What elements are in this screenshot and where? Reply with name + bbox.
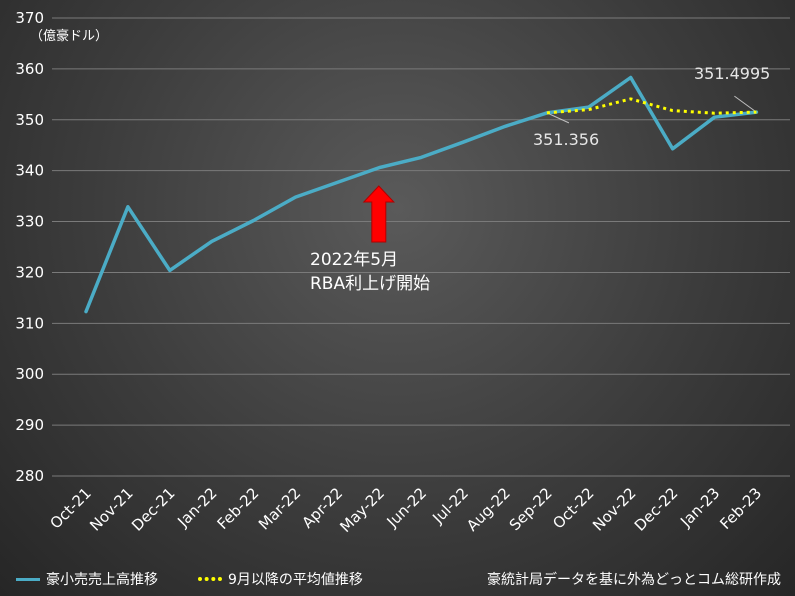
y-tick-label-360: 360 xyxy=(15,60,44,78)
series-line-2 xyxy=(546,97,757,115)
data-label-feb-23: 351.4995 xyxy=(694,64,771,83)
y-axis-unit-label: （億豪ドル） xyxy=(30,29,109,44)
x-tick-label-Dec-22: Dec-22 xyxy=(631,484,682,535)
x-tick-label-Sep-22: Sep-22 xyxy=(506,484,556,534)
x-axis-ticks: Oct-21Nov-21Dec-21Jan-22Feb-22Mar-22Apr-… xyxy=(46,484,765,536)
y-tick-label-340: 340 xyxy=(15,162,44,180)
event-arrow-layer xyxy=(362,185,395,243)
x-tick-label-Feb-22: Feb-22 xyxy=(214,484,263,533)
y-axis-ticks: 280 290 300 310 320 330 340 350 360 370 xyxy=(15,9,44,485)
y-tick-label-300: 300 xyxy=(15,365,44,383)
y-tick-label-280: 280 xyxy=(15,467,44,485)
legend-swatch-solid xyxy=(16,577,40,581)
gridlines xyxy=(52,17,790,477)
rba-annotation: 2022年5月 RBA利上げ開始 xyxy=(310,248,430,296)
y-tick-label-370: 370 xyxy=(15,9,44,27)
series-layer xyxy=(84,75,759,314)
legend-item-average: 9月以降の平均値推移 xyxy=(198,569,363,589)
x-tick-label-May-22: May-22 xyxy=(336,484,388,536)
source-note: 豪統計局データを基に外為どっとコム総研作成 xyxy=(487,572,781,588)
legend-label-retail-sales: 豪小売売上高推移 xyxy=(46,572,158,588)
x-tick-label-Feb-23: Feb-23 xyxy=(716,484,765,533)
x-tick-label-Aug-22: Aug-22 xyxy=(463,484,514,535)
leader-line-sep-22 xyxy=(546,112,570,124)
x-tick-label-Oct-22: Oct-22 xyxy=(549,484,597,532)
y-tick-label-320: 320 xyxy=(15,263,44,281)
x-tick-label-Oct-21: Oct-21 xyxy=(46,484,94,532)
legend-label-average: 9月以降の平均値推移 xyxy=(228,572,363,588)
x-tick-label-Jan-22: Jan-22 xyxy=(173,484,220,531)
y-tick-label-310: 310 xyxy=(15,314,44,332)
x-tick-label-Dec-21: Dec-21 xyxy=(128,484,179,535)
legend-item-retail-sales: 豪小売売上高推移 xyxy=(16,569,158,589)
annotation-line-1: 2022年5月 xyxy=(310,250,399,270)
y-tick-label-330: 330 xyxy=(15,213,44,231)
x-tick-label-Mar-22: Mar-22 xyxy=(255,484,304,533)
up-arrow-icon xyxy=(362,185,395,243)
leader-line-feb-23 xyxy=(734,95,757,113)
data-label-sep-22: 351.356 xyxy=(533,130,600,149)
legend-swatch-dotted xyxy=(198,577,222,581)
x-tick-label-Jun-22: Jun-22 xyxy=(383,484,430,531)
x-tick-label-Nov-21: Nov-21 xyxy=(86,484,136,534)
annotation-line-2: RBA利上げ開始 xyxy=(310,274,431,294)
legend: 豪小売売上高推移 9月以降の平均値推移 豪統計局データを基に外為どっとコム総研作… xyxy=(12,567,787,591)
y-tick-label-290: 290 xyxy=(15,416,44,434)
x-tick-label-Nov-22: Nov-22 xyxy=(589,484,639,534)
x-tick-label-Jan-23: Jan-23 xyxy=(676,484,723,531)
y-tick-label-350: 350 xyxy=(15,111,44,129)
